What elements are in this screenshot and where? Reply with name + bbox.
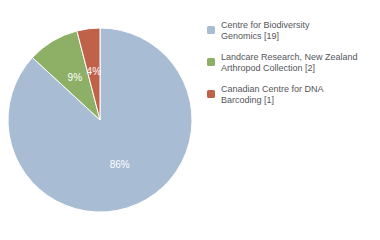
svg-text:Arthropod Collection [2]: Arthropod Collection [2] [221,63,315,73]
svg-text:4%: 4% [87,66,102,77]
svg-text:Centre for Biodiversity: Centre for Biodiversity [221,20,310,30]
svg-text:Canadian Centre for DNA: Canadian Centre for DNA [221,84,324,94]
svg-text:86%: 86% [110,159,130,170]
svg-text:Landcare Research, New Zealand: Landcare Research, New Zealand [221,52,358,62]
svg-text:Genomics [19]: Genomics [19] [221,31,279,41]
svg-text:Barcoding [1]: Barcoding [1] [221,95,274,105]
svg-text:9%: 9% [68,72,83,83]
